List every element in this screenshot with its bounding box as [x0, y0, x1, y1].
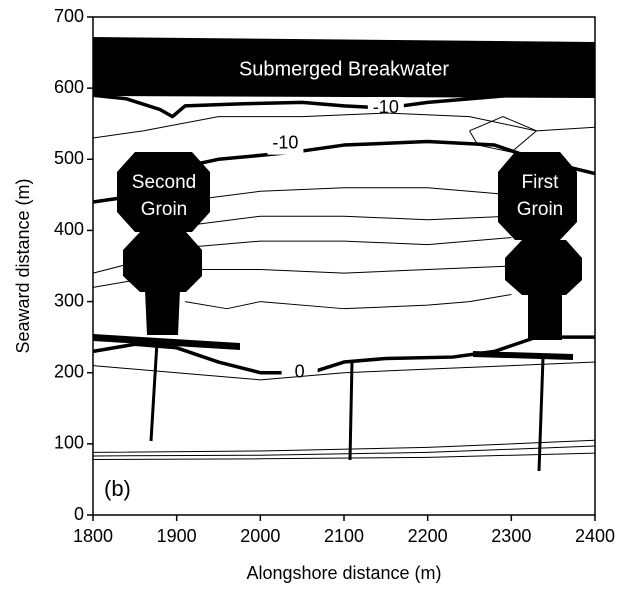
contour-line	[184, 293, 512, 310]
groin-label: First	[522, 172, 560, 193]
contour-line	[92, 361, 596, 381]
contour-label-bg	[281, 361, 318, 384]
first-groin	[505, 240, 582, 295]
contour-line	[92, 335, 595, 375]
contour-line	[92, 112, 596, 139]
structures	[93, 37, 595, 472]
contour-line	[92, 237, 512, 274]
x-tick-label: 2300	[491, 526, 531, 546]
contour-line	[92, 439, 596, 453]
x-axis-title: Alongshore distance (m)	[246, 563, 441, 583]
y-tick-label: 600	[54, 77, 84, 97]
x-tick-label: 1800	[73, 526, 113, 546]
contour-label: 0	[295, 361, 305, 381]
contour-label-bg	[267, 132, 304, 155]
x-tick-label: 2100	[324, 526, 364, 546]
contour-line	[92, 86, 596, 119]
contour-line	[92, 139, 596, 204]
y-tick-label: 200	[54, 361, 84, 381]
breakwater-label: Submerged Breakwater	[239, 58, 449, 80]
pier	[93, 334, 240, 350]
contour-line	[92, 445, 596, 457]
second-groin	[123, 232, 202, 292]
pile	[537, 357, 545, 472]
second-groin	[145, 290, 180, 335]
y-tick-label: 700	[54, 6, 84, 26]
pier	[473, 351, 573, 360]
x-tick-label: 2400	[575, 526, 615, 546]
y-axis-title: Seaward distance (m)	[13, 178, 33, 353]
contour-line	[176, 215, 512, 228]
first-groin	[498, 152, 577, 240]
breakwater	[93, 37, 595, 98]
groin-label: Groin	[517, 199, 563, 220]
x-tick-label: 2000	[240, 526, 280, 546]
y-tick-label: 100	[54, 433, 84, 453]
first-groin	[528, 295, 562, 340]
x-tick-label: 1900	[157, 526, 197, 546]
x-tick-label: 2200	[408, 526, 448, 546]
contour-line	[92, 452, 596, 461]
contour-line	[92, 265, 512, 288]
contours: -10 -10 0	[92, 86, 596, 461]
panel-label: (b)	[104, 476, 131, 501]
pile	[348, 361, 354, 461]
y-tick-label: 300	[54, 290, 84, 310]
contour-label: -10	[373, 97, 399, 117]
groin-label: Groin	[141, 199, 187, 220]
y-tick-label: 500	[54, 148, 84, 168]
y-tick-label: 400	[54, 219, 84, 239]
contour-label: -10	[272, 132, 298, 152]
pile	[149, 341, 159, 442]
y-tick-label: 0	[74, 504, 84, 524]
second-groin	[117, 152, 210, 232]
groin-label: Second	[132, 172, 196, 193]
contour-line	[469, 116, 537, 153]
contour-line	[176, 187, 512, 203]
